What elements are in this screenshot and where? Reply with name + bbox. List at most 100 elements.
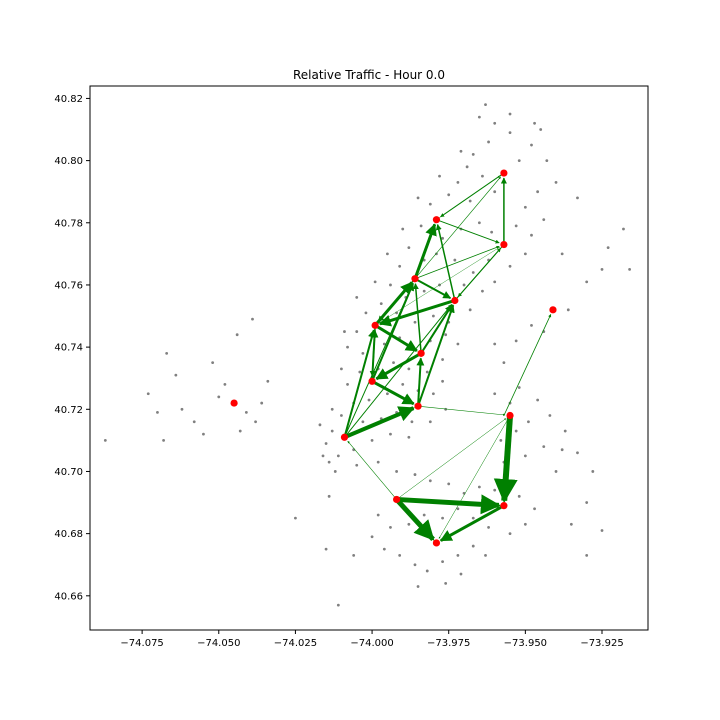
- station-point: [441, 516, 444, 520]
- station-point: [444, 581, 448, 585]
- station-point: [294, 516, 297, 520]
- hub-point: [500, 502, 508, 510]
- station-point: [527, 420, 530, 424]
- station-point: [413, 563, 417, 567]
- station-point: [413, 473, 417, 476]
- station-point: [244, 411, 248, 414]
- station-point: [422, 289, 426, 293]
- station-point: [382, 547, 386, 551]
- hub-point: [371, 321, 379, 329]
- station-point: [364, 311, 368, 315]
- station-point: [628, 268, 631, 271]
- station-point: [223, 383, 227, 386]
- station-point: [379, 302, 383, 305]
- station-point: [514, 224, 518, 228]
- station-point: [530, 233, 533, 237]
- flow-arrow: [343, 406, 415, 440]
- flow-arrow: [416, 357, 425, 407]
- hub-point: [432, 216, 441, 224]
- station-point: [508, 112, 512, 116]
- station-point: [238, 429, 242, 433]
- station-point: [481, 174, 484, 178]
- station-point: [536, 398, 540, 402]
- flow-arrow: [414, 277, 452, 299]
- station-point: [162, 438, 165, 442]
- station-point: [523, 205, 527, 209]
- station-point: [456, 342, 460, 346]
- flow-arrow: [503, 314, 552, 416]
- station-point: [251, 317, 254, 321]
- hub-point: [549, 306, 557, 314]
- station-point: [606, 246, 610, 250]
- station-point: [490, 230, 494, 234]
- station-point: [441, 358, 444, 361]
- station-point: [217, 395, 221, 399]
- station-point: [370, 438, 374, 442]
- station-point: [441, 379, 444, 383]
- hub-point: [414, 402, 422, 410]
- station-point: [324, 547, 328, 551]
- station-point: [340, 414, 343, 417]
- station-point: [600, 268, 604, 271]
- flow-arrow: [396, 494, 501, 515]
- x-axis: −74.075 −74.050 −74.025 −74.000 −73.975 −73.9…: [120, 630, 624, 649]
- station-point: [554, 180, 558, 184]
- flow-arrow: [394, 497, 435, 541]
- station-point: [340, 367, 343, 371]
- station-point: [468, 199, 472, 203]
- station-point: [477, 485, 481, 489]
- station-point: [407, 246, 411, 250]
- station-point: [438, 174, 441, 178]
- flow-arrow: [435, 223, 456, 301]
- station-point: [180, 407, 184, 411]
- flow-arrow: [493, 415, 518, 504]
- y-tick-label: 40.76: [54, 280, 83, 291]
- station-point: [425, 569, 429, 573]
- station-point: [327, 494, 331, 498]
- station-point: [260, 401, 264, 405]
- hub-point: [340, 433, 349, 441]
- station-point: [560, 448, 564, 452]
- station-point: [487, 526, 490, 529]
- station-point: [481, 289, 484, 293]
- x-tick-label: −73.975: [427, 638, 470, 649]
- flow-arrow: [371, 379, 415, 406]
- station-point: [376, 513, 380, 517]
- station-point: [456, 553, 460, 557]
- station-point: [441, 560, 444, 564]
- y-tick-label: 40.74: [54, 343, 83, 354]
- station-point: [410, 420, 414, 424]
- flows-layer: [343, 172, 552, 542]
- station-point: [235, 333, 239, 337]
- flow-arrow: [375, 247, 500, 326]
- x-tick-label: −74.000: [350, 638, 393, 649]
- station-point: [560, 252, 564, 256]
- station-point: [530, 143, 533, 147]
- station-point: [441, 236, 444, 240]
- flow-arrow: [374, 324, 418, 353]
- station-point: [422, 513, 426, 517]
- station-point: [266, 379, 270, 383]
- y-axis: 40.66 40.68 40.70 40.72 40.74 40.76 40.78 40.80…: [54, 94, 90, 602]
- station-point: [336, 603, 340, 607]
- x-tick-label: −74.075: [120, 638, 163, 649]
- station-point: [330, 407, 334, 411]
- station-point: [548, 414, 552, 417]
- flow-arrow: [343, 329, 376, 438]
- station-point: [327, 460, 331, 464]
- station-point: [333, 470, 337, 473]
- station-point: [530, 323, 533, 327]
- station-point: [428, 420, 432, 424]
- station-point: [382, 342, 386, 346]
- station-point: [447, 193, 451, 197]
- station-point: [493, 190, 497, 194]
- flow-arrow: [369, 325, 376, 377]
- station-point: [545, 159, 549, 163]
- flow-arrow: [418, 405, 506, 416]
- station-point: [465, 165, 469, 169]
- station-point: [484, 103, 487, 107]
- hub-point: [506, 411, 514, 420]
- station-point: [456, 180, 460, 184]
- station-point: [453, 258, 457, 262]
